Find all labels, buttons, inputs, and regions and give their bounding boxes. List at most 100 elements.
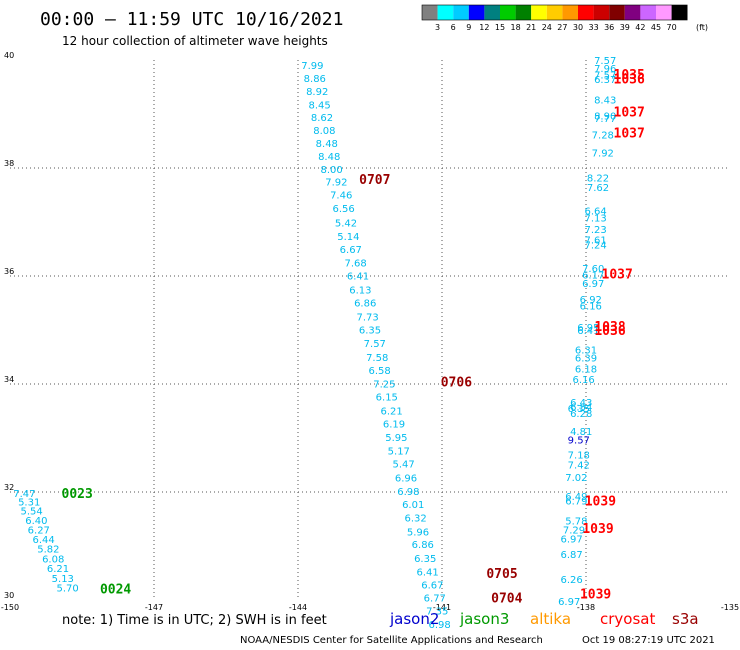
wave-height-value: 6.64 <box>584 207 606 218</box>
pass-time-label: 1039 <box>585 495 616 510</box>
wave-height-value: 8.92 <box>306 87 328 98</box>
wave-height-value: 6.19 <box>383 419 405 430</box>
colorbar-swatch <box>500 5 516 20</box>
colorbar-label: 70 <box>667 23 677 32</box>
wave-height-value: 4.81 <box>570 427 592 438</box>
colorbar-label: 30 <box>573 23 583 32</box>
colorbar-label: 21 <box>526 23 536 32</box>
pass-time-labels: 0023002407070706070507041035103610371037… <box>62 68 645 606</box>
legend-cryosat: cryosat <box>600 610 655 628</box>
colorbar-swatch <box>422 5 438 20</box>
colorbar-label: 18 <box>511 23 521 32</box>
wave-height-value: 6.21 <box>47 564 69 575</box>
wave-height-value: 6.41 <box>416 567 438 578</box>
colorbar-label: 27 <box>557 23 567 32</box>
wave-height-value: 6.95 <box>577 323 599 334</box>
wave-height-value: 7.57 <box>594 56 616 67</box>
wave-height-value: 6.54 <box>570 403 592 414</box>
colorbar-frame <box>421 4 688 21</box>
wave-height-value: 6.28 <box>570 409 592 420</box>
colorbar-label: 9 <box>466 23 471 32</box>
colorbar-swatch <box>562 5 578 20</box>
wave-height-value: 5.95 <box>385 433 407 444</box>
wave-height-value: 5.54 <box>20 506 42 517</box>
wave-height-value: 7.77 <box>594 114 616 125</box>
wave-height-value: 7.57 <box>364 339 386 350</box>
pass-time-label: 0705 <box>486 567 517 582</box>
x-tick-label: -138 <box>577 603 595 612</box>
satellite-legend: jason2 jason3 altika cryosat s3a <box>389 610 699 628</box>
legend-jason2: jason2 <box>389 610 439 628</box>
wave-height-value: 5.31 <box>18 498 40 509</box>
wave-height-value: 7.02 <box>565 473 587 484</box>
wave-height-value: 6.56 <box>332 204 354 215</box>
wave-height-value: 6.16 <box>572 375 594 386</box>
colorbar-label: 12 <box>479 23 489 32</box>
wave-height-value: 8.45 <box>308 100 330 111</box>
x-tick-label: -144 <box>289 603 307 612</box>
wave-height-value: 7.96 <box>594 64 616 75</box>
grid <box>10 60 730 600</box>
colorbar-swatch <box>609 5 625 20</box>
legend-jason3: jason3 <box>459 610 509 628</box>
wave-height-value: 5.17 <box>388 446 410 457</box>
colorbar-swatch <box>578 5 594 20</box>
wave-height-value: 6.44 <box>32 535 54 546</box>
pass-time-label: 1037 <box>602 267 633 282</box>
colorbar-label: 6 <box>451 23 456 32</box>
pass-time-label: 1039 <box>580 588 611 603</box>
wave-height-value: 6.41 <box>347 271 369 282</box>
wave-height-value: 7.61 <box>584 235 606 246</box>
colorbar-label: 15 <box>495 23 505 32</box>
wave-height-value: 7.99 <box>301 61 323 72</box>
wave-height-value: 5.14 <box>337 232 359 243</box>
wave-height-value: 6.37 <box>594 75 616 86</box>
wave-height-value: 6.96 <box>395 473 417 484</box>
wave-height-value: 7.57 <box>594 71 616 82</box>
wave-height-value: 7.68 <box>344 259 366 270</box>
wave-height-value: 6.58 <box>368 366 390 377</box>
wave-height-value: 8.00 <box>320 165 342 176</box>
wave-height-value: 6.13 <box>349 286 371 297</box>
wave-height-value: 6.43 <box>570 398 592 409</box>
colorbar-swatch <box>515 5 532 20</box>
wave-height-value: 8.62 <box>311 113 333 124</box>
wave-height-value: 8.08 <box>313 126 335 137</box>
wave-height-value: 6.16 <box>580 302 602 313</box>
pass-time-label: 0704 <box>491 591 522 606</box>
wave-height-value: 7.24 <box>584 241 606 252</box>
footer-timestamp: Oct 19 08:27:19 UTC 2021 <box>582 635 715 646</box>
pass-time-label: 0707 <box>359 173 390 188</box>
wave-height-value: 7.46 <box>330 190 352 201</box>
y-tick-label: 34 <box>4 375 14 384</box>
wave-height-value: 6.77 <box>424 593 446 604</box>
pass-time-label: 1036 <box>614 72 645 87</box>
colorbar-swatch <box>437 5 454 20</box>
chart-title: 00:00 – 11:59 UTC 10/16/2021 <box>40 9 343 30</box>
colorbar-swatch <box>468 5 485 20</box>
colorbar-label: 3 <box>435 23 440 32</box>
wave-height-value: 6.97 <box>558 597 580 608</box>
axis-ticks: -150 -147 -144 -141 -138 -135 30 32 34 36 38 40 <box>1 51 739 612</box>
pass-time-label: 1038 <box>594 320 625 335</box>
wave-height-value: 8.90 <box>594 112 616 123</box>
wave-height-value: 6.39 <box>575 354 597 365</box>
wave-height-value: 6.79 <box>565 497 587 508</box>
chart-subtitle: 12 hour collection of altimeter wave hei… <box>62 34 328 48</box>
wave-height-value: 7.28 <box>592 131 614 142</box>
y-tick-label: 40 <box>4 51 14 60</box>
colorbar-swatch <box>656 5 672 20</box>
wave-height-value: 6.35 <box>414 554 436 565</box>
colorbar-label: 36 <box>604 23 614 32</box>
colorbar-swatch <box>531 5 547 20</box>
legend-altika: altika <box>530 610 571 628</box>
x-tick-label: -141 <box>433 603 451 612</box>
wave-height-value: 6.32 <box>404 513 426 524</box>
wave-height-value: 6.40 <box>25 516 47 527</box>
wave-height-value: 7.58 <box>366 353 388 364</box>
wave-height-value: 7.29 <box>563 525 585 536</box>
wave-height-value: 6.67 <box>340 245 362 256</box>
colorbar-swatch <box>546 5 563 20</box>
wave-height-values: 7.475.315.546.406.276.445.826.086.215.13… <box>13 56 616 631</box>
